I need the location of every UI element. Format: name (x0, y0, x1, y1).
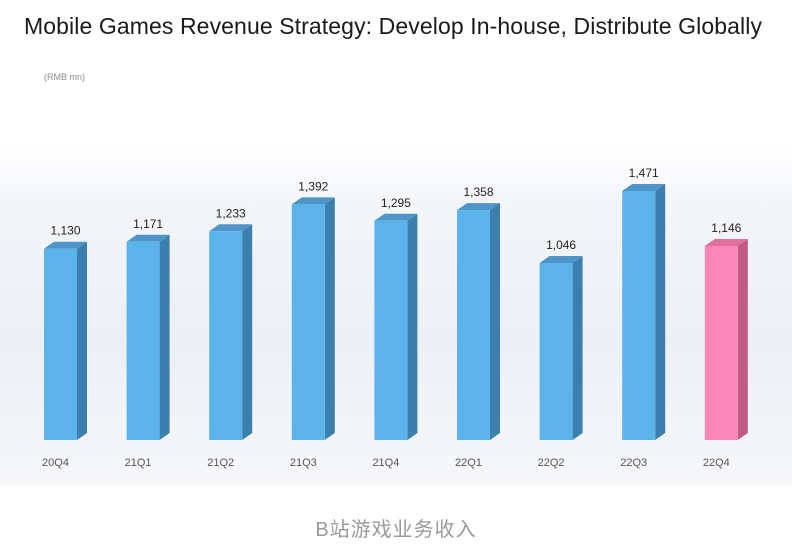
bar-side-22Q4 (737, 239, 748, 440)
bar-top-22Q3 (622, 184, 666, 191)
category-label-22Q3: 22Q3 (620, 457, 647, 469)
value-label-22Q2: 1,046 (546, 238, 576, 252)
bar-21Q4 (374, 220, 408, 440)
bar-top-22Q2 (539, 255, 583, 263)
bar-side-21Q2 (242, 224, 253, 440)
value-label-21Q1: 1,171 (133, 217, 163, 231)
category-label-22Q2: 22Q2 (538, 457, 565, 469)
bar-21Q3 (291, 204, 325, 440)
bar-top-21Q4 (374, 213, 418, 221)
bar-top-20Q4 (44, 241, 87, 249)
category-label-20Q4: 20Q4 (42, 457, 69, 469)
bar-top-21Q3 (291, 197, 335, 205)
unit-label: (RMB mn) (44, 72, 85, 82)
bar-22Q2 (539, 262, 573, 440)
bar-top-21Q2 (209, 224, 253, 232)
bar-side-21Q3 (324, 197, 335, 440)
bar-21Q2 (209, 231, 243, 440)
bar-side-22Q1 (490, 203, 500, 440)
category-label-21Q2: 21Q2 (207, 457, 234, 469)
category-label-22Q1: 22Q1 (455, 457, 482, 469)
value-label-22Q3: 1,471 (629, 166, 659, 180)
bar-side-22Q3 (655, 184, 666, 440)
bar-side-21Q1 (159, 234, 170, 440)
value-label-20Q4: 1,130 (50, 224, 80, 238)
slide-background: Mobile Games Revenue Strategy: Develop I… (0, 0, 792, 485)
category-label-21Q3: 21Q3 (290, 457, 317, 469)
value-label-21Q4: 1,295 (381, 196, 411, 210)
bar-22Q1 (457, 210, 490, 440)
category-label-21Q1: 21Q1 (125, 457, 152, 469)
caption: B站游戏业务收入 (315, 519, 477, 541)
bar-22Q4 (704, 246, 738, 440)
category-label-22Q4: 22Q4 (703, 457, 730, 469)
bar-top-22Q1 (457, 203, 500, 211)
bar-20Q4 (44, 248, 77, 440)
category-label-21Q4: 21Q4 (372, 457, 399, 469)
bar-side-20Q4 (77, 241, 87, 440)
bar-chart: 1,130 20Q4 1,171 21Q1 1,233 21Q2 1,392 21Q3 1,29… (42, 166, 748, 469)
value-label-21Q2: 1,233 (216, 206, 246, 220)
bar-22Q3 (622, 191, 656, 440)
value-label-21Q3: 1,392 (298, 179, 328, 193)
value-label-22Q1: 1,358 (463, 185, 493, 199)
value-label-22Q4: 1,146 (711, 221, 741, 235)
bar-top-21Q1 (126, 234, 170, 242)
bar-21Q1 (126, 241, 160, 440)
bar-side-21Q4 (407, 213, 418, 440)
bar-top-22Q4 (704, 239, 748, 247)
bar-side-22Q2 (572, 255, 583, 440)
chart-title: Mobile Games Revenue Strategy: Develop I… (24, 13, 763, 39)
